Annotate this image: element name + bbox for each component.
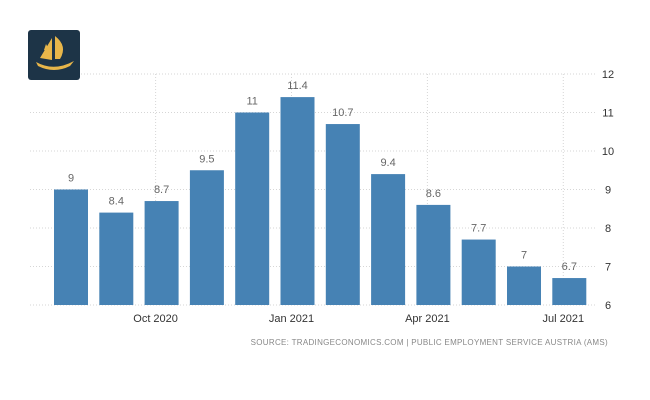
bar: [54, 189, 88, 305]
data-label: 11.4: [287, 80, 308, 92]
bar: [507, 266, 541, 305]
bar: [189, 170, 224, 305]
data-label: 9.5: [199, 153, 214, 165]
x-tick-label: Apr 2021: [405, 313, 450, 325]
brand-logo: [28, 30, 80, 80]
data-label: 9.4: [380, 157, 395, 169]
bar: [280, 97, 315, 305]
data-label: 7: [521, 250, 527, 262]
x-tick-label: Jul 2021: [543, 313, 585, 325]
bar: [144, 201, 179, 305]
bar: [371, 174, 406, 305]
bar: [461, 239, 496, 305]
data-label: 8.4: [109, 196, 124, 208]
source-text: SOURCE: TRADINGECONOMICS.COM | PUBLIC EM…: [251, 338, 608, 347]
data-label: 11: [246, 96, 257, 108]
logo-background: [28, 30, 80, 80]
data-label: 6.7: [562, 261, 577, 273]
bar: [416, 204, 451, 305]
bar: [99, 212, 134, 305]
y-tick-label: 6: [605, 300, 611, 312]
y-tick-label: 7: [605, 262, 611, 274]
x-axis-ticks: Oct 2020 Jan 2021 Apr 2021 Jul 2021: [133, 313, 584, 325]
y-tick-label: 9: [605, 185, 611, 197]
data-label: 10.7: [332, 107, 353, 119]
bar: [325, 124, 360, 305]
data-label: 8.6: [426, 188, 441, 200]
sailboat-icon: [36, 36, 74, 70]
data-label: 9: [68, 173, 74, 185]
bar: [552, 278, 587, 305]
y-axis-ticks: 6 7 8 9 10 11 12: [602, 69, 614, 312]
x-tick-label: Oct 2020: [133, 313, 178, 325]
bar: [235, 112, 270, 305]
y-tick-label: 8: [605, 223, 611, 235]
x-tick-label: Jan 2021: [269, 313, 314, 325]
y-tick-label: 11: [602, 108, 613, 120]
data-label: 7.7: [471, 223, 486, 235]
y-tick-label: 10: [602, 146, 614, 158]
y-tick-label: 12: [602, 69, 614, 81]
bars: [54, 97, 587, 305]
data-label: 8.7: [154, 184, 169, 196]
data-labels: 9 8.4 8.7 9.5 11 11.4 10.7 9.4 8.6 7.7 7 6.7: [68, 80, 577, 273]
